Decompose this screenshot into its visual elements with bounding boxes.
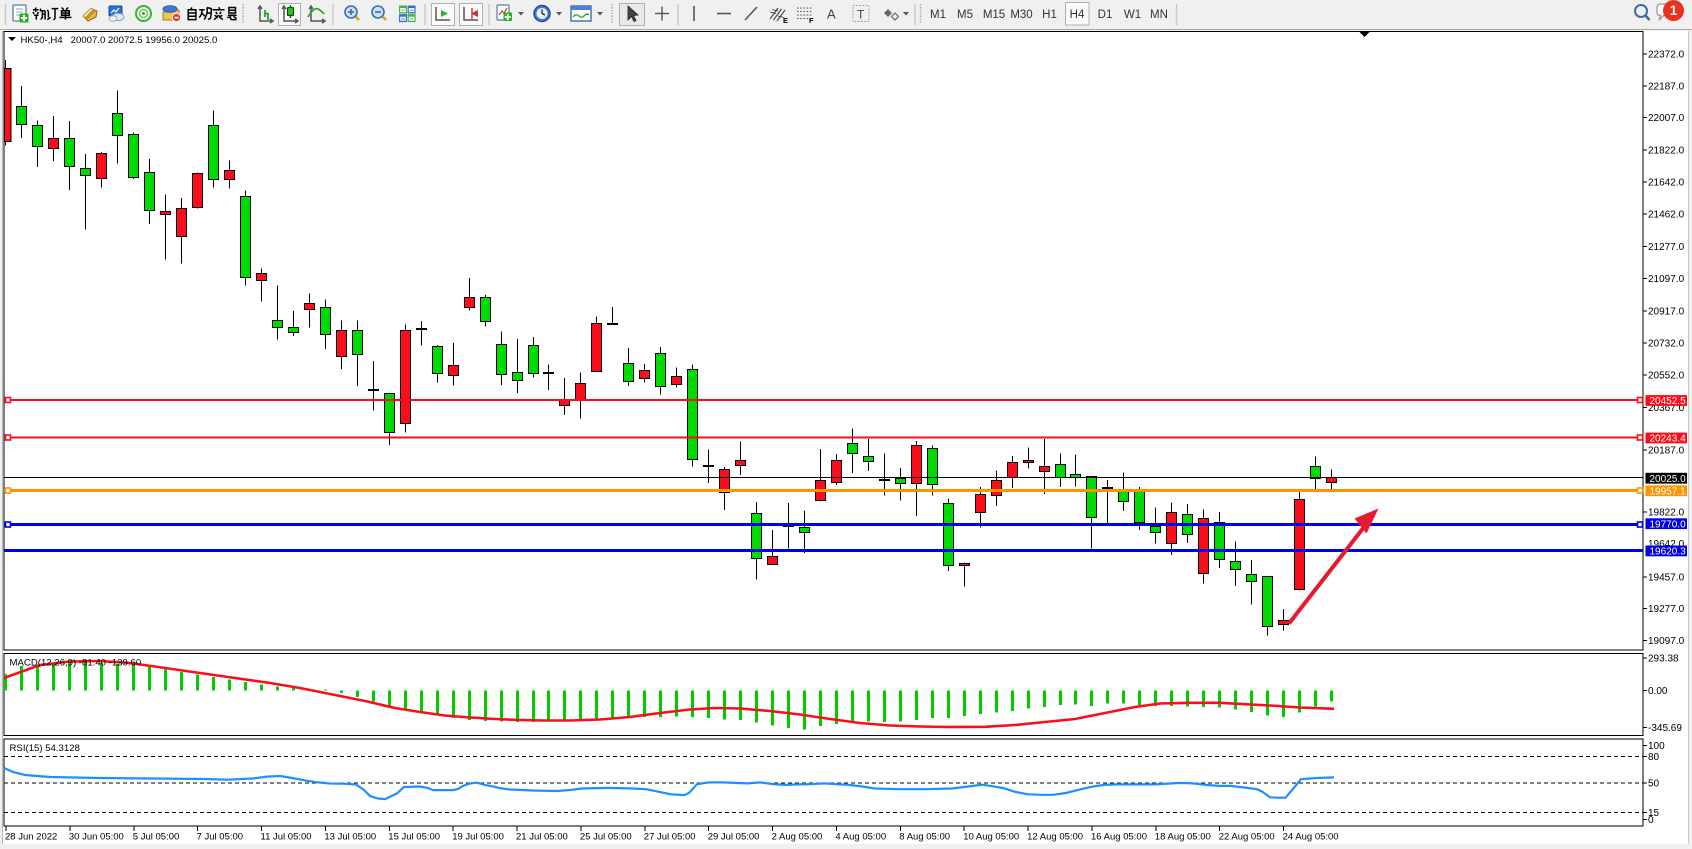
svg-text:19457.0: 19457.0 [1648, 573, 1685, 584]
svg-text:29 Jul 05:00: 29 Jul 05:00 [708, 832, 760, 843]
svg-text:19642.0: 19642.0 [1648, 539, 1685, 550]
svg-text:7 Jul 05:00: 7 Jul 05:00 [197, 832, 243, 843]
svg-text:19822.0: 19822.0 [1648, 508, 1685, 519]
svg-text:T: T [857, 8, 865, 22]
svg-text:5 Jul 05:00: 5 Jul 05:00 [133, 832, 179, 843]
svg-text:MACD(12,26,9) -81.40 -139.60: MACD(12,26,9) -81.40 -139.60 [10, 658, 142, 669]
svg-text:15 Jul 05:00: 15 Jul 05:00 [388, 832, 440, 843]
svg-text:19277.0: 19277.0 [1648, 604, 1685, 615]
svg-text:19770.0: 19770.0 [1650, 519, 1687, 530]
svg-text:20552.0: 20552.0 [1648, 371, 1685, 382]
svg-text:19097.0: 19097.0 [1648, 636, 1685, 647]
svg-text:12 Aug 05:00: 12 Aug 05:00 [1027, 832, 1083, 843]
svg-text:H4: H4 [1070, 9, 1085, 21]
svg-text:24 Aug 05:00: 24 Aug 05:00 [1283, 832, 1339, 843]
svg-text:20732.0: 20732.0 [1648, 339, 1685, 350]
svg-text:8 Aug 05:00: 8 Aug 05:00 [899, 832, 950, 843]
svg-text:50: 50 [1648, 779, 1660, 790]
svg-text:21822.0: 21822.0 [1648, 146, 1685, 157]
svg-text:21277.0: 21277.0 [1648, 242, 1685, 253]
svg-text:0: 0 [1648, 815, 1654, 826]
svg-text:27 Jul 05:00: 27 Jul 05:00 [644, 832, 696, 843]
svg-text:20917.0: 20917.0 [1648, 307, 1685, 318]
svg-text:18 Aug 05:00: 18 Aug 05:00 [1155, 832, 1211, 843]
svg-text:22372.0: 22372.0 [1648, 50, 1685, 61]
svg-text:1: 1 [1670, 3, 1678, 18]
svg-text:0.00: 0.00 [1648, 686, 1668, 697]
svg-text:22 Aug 05:00: 22 Aug 05:00 [1219, 832, 1275, 843]
svg-text:21462.0: 21462.0 [1648, 210, 1685, 221]
svg-text:21097.0: 21097.0 [1648, 274, 1685, 285]
svg-text:21 Jul 05:00: 21 Jul 05:00 [516, 832, 568, 843]
svg-text:20367.0: 20367.0 [1648, 403, 1685, 414]
svg-text:M15: M15 [983, 9, 1005, 21]
svg-text:H1: H1 [1042, 9, 1057, 21]
svg-text:10 Aug 05:00: 10 Aug 05:00 [963, 832, 1019, 843]
svg-text:2 Aug 05:00: 2 Aug 05:00 [772, 832, 823, 843]
svg-text:4 Aug 05:00: 4 Aug 05:00 [835, 832, 886, 843]
svg-text:E: E [783, 16, 788, 25]
svg-text:19620.3: 19620.3 [1650, 547, 1687, 558]
svg-text:30 Jun 05:00: 30 Jun 05:00 [69, 832, 124, 843]
svg-text:20452.5: 20452.5 [1650, 396, 1687, 407]
svg-text:25 Jul 05:00: 25 Jul 05:00 [580, 832, 632, 843]
svg-text:13 Jul 05:00: 13 Jul 05:00 [324, 832, 376, 843]
svg-text:22007.0: 22007.0 [1648, 113, 1685, 124]
svg-text:22187.0: 22187.0 [1648, 82, 1685, 93]
svg-text:15: 15 [1648, 808, 1660, 819]
svg-text:M1: M1 [930, 9, 946, 21]
svg-text:A: A [827, 7, 836, 22]
svg-text:20025.0: 20025.0 [1650, 474, 1687, 485]
svg-text:W1: W1 [1124, 9, 1141, 21]
svg-text:M5: M5 [957, 9, 973, 21]
svg-text:11 Jul 05:00: 11 Jul 05:00 [261, 832, 312, 843]
svg-text:F: F [809, 16, 814, 25]
svg-text:M30: M30 [1010, 9, 1032, 21]
svg-text:20187.0: 20187.0 [1648, 446, 1685, 457]
svg-text:80: 80 [1648, 752, 1660, 763]
svg-text:21642.0: 21642.0 [1648, 178, 1685, 189]
svg-text:293.38: 293.38 [1648, 654, 1679, 665]
svg-text:100: 100 [1648, 741, 1665, 752]
svg-text:19 Jul 05:00: 19 Jul 05:00 [452, 832, 504, 843]
svg-text:28 Jun 2022: 28 Jun 2022 [5, 832, 57, 843]
svg-text:MN: MN [1150, 9, 1168, 21]
svg-text:D1: D1 [1098, 9, 1113, 21]
svg-text:16 Aug 05:00: 16 Aug 05:00 [1091, 832, 1147, 843]
svg-text:RSI(15) 54.3128: RSI(15) 54.3128 [10, 743, 80, 754]
svg-text:19957.1: 19957.1 [1650, 486, 1687, 497]
svg-text:20243.4: 20243.4 [1650, 434, 1687, 445]
svg-text:HK50-,H4 20007.0 20072.5 199: HK50-,H4 20007.0 20072.5 19956.0 20025.0 [21, 35, 218, 46]
svg-text:-345.69: -345.69 [1648, 723, 1682, 734]
